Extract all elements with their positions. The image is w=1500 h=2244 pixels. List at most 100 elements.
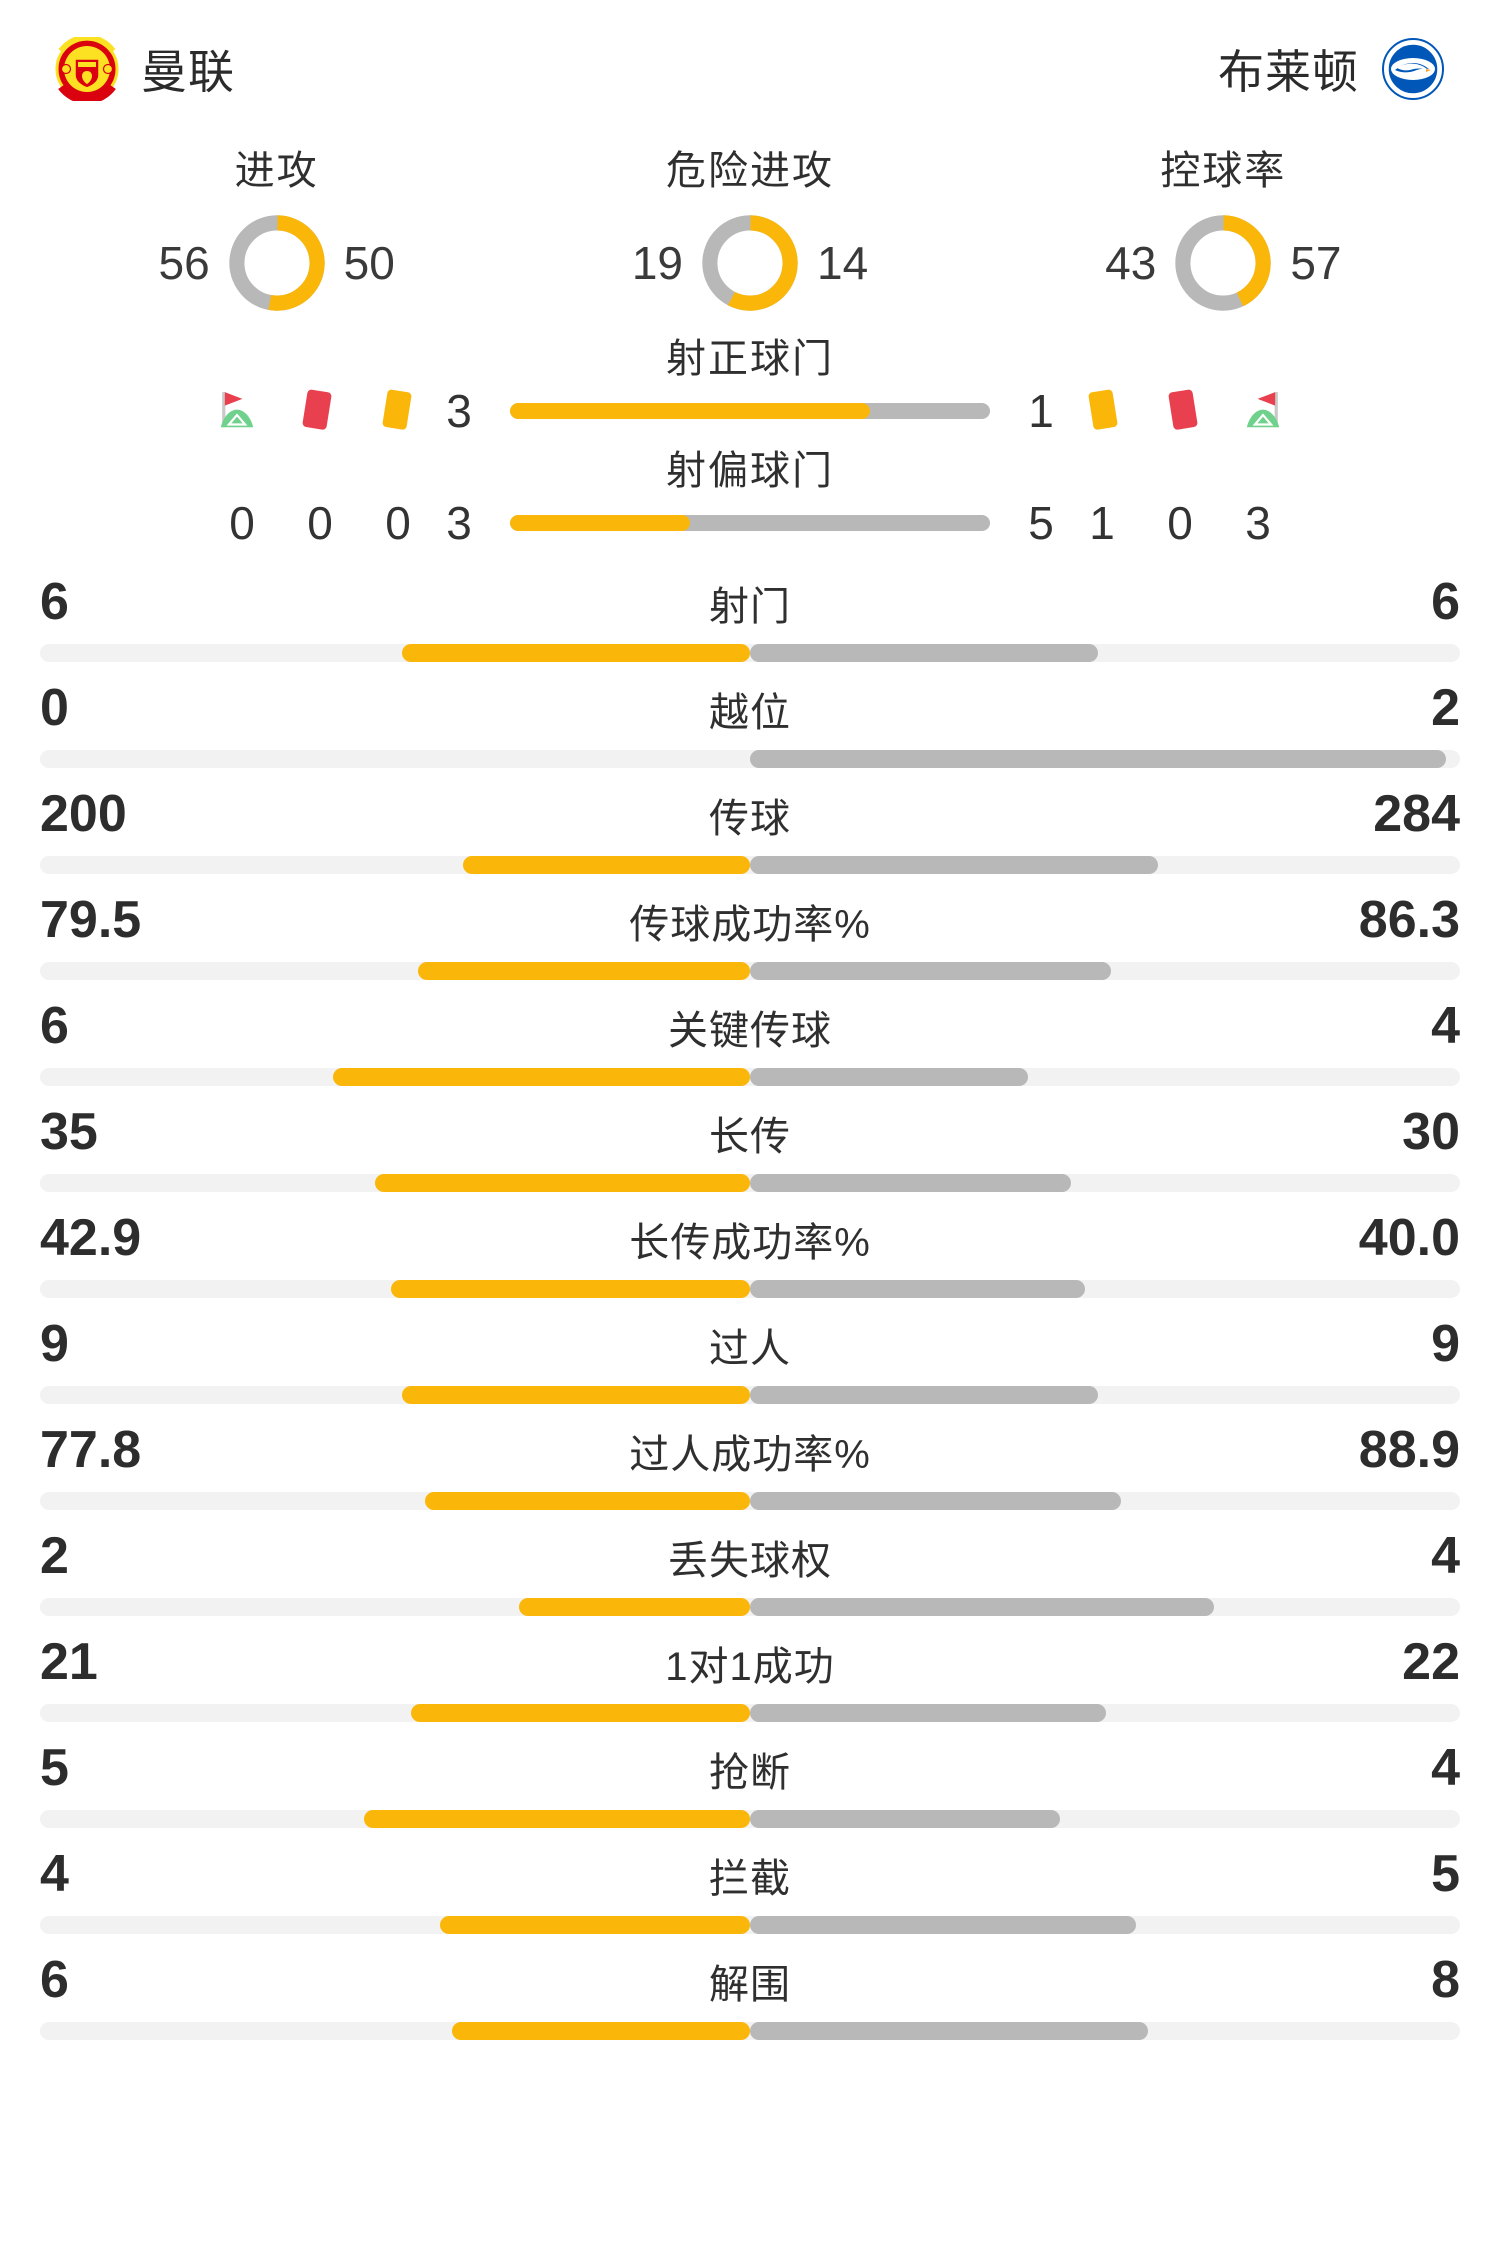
shots-on-target-away: 1 — [1028, 385, 1054, 437]
stat-label: 长传 — [709, 1115, 791, 1159]
stat-label: 射门 — [709, 585, 791, 629]
stat-bar-away-fill — [750, 1280, 1086, 1298]
away-corner-count: 3 — [1245, 497, 1271, 549]
stat-row: 42.9 长传成功率% 40.0 — [40, 1192, 1460, 1298]
stat-bar — [40, 1386, 1460, 1404]
stat-row: 21 1对1成功 22 — [40, 1616, 1460, 1722]
away-discipline-counts: 1 0 3 — [1076, 496, 1284, 550]
stat-row: 6 关键传球 4 — [40, 980, 1460, 1086]
donut-away-value: 14 — [816, 237, 869, 289]
stat-label: 1对1成功 — [665, 1645, 835, 1689]
stat-bar — [40, 750, 1460, 768]
stat-label: 过人成功率% — [629, 1433, 871, 1477]
shots-on-target-home: 3 — [446, 385, 472, 437]
away-team-name: 布莱顿 — [1218, 46, 1359, 98]
donut-home-value: 43 — [1105, 237, 1157, 289]
donut-dangerous-attacks: 危险进攻 19 14 — [540, 138, 960, 316]
stat-home-value: 4 — [40, 1845, 69, 1903]
red-card-icon — [1156, 384, 1210, 438]
stat-bar-home-fill — [463, 856, 750, 874]
stat-list: 6 射门 6 0 越位 2 200 传球 2 — [0, 550, 1500, 2040]
stat-away-value: 2 — [1431, 679, 1460, 737]
corner-flag-icon — [210, 384, 264, 438]
stat-bar — [40, 1916, 1460, 1934]
shots-on-target-row: 3 1 — [40, 384, 1460, 438]
stat-row: 9 过人 9 — [40, 1298, 1460, 1404]
stat-label: 传球 — [709, 797, 791, 841]
stat-bar-away-fill — [750, 1174, 1071, 1192]
donut-attacks: 进攻 56 50 — [67, 138, 487, 316]
stat-bar-home-fill — [417, 962, 750, 980]
stat-home-value: 9 — [40, 1315, 69, 1373]
stat-bar — [40, 1280, 1460, 1298]
stat-bar-home-fill — [402, 644, 750, 662]
stat-home-value: 42.9 — [40, 1209, 142, 1267]
stat-away-value: 284 — [1373, 785, 1460, 843]
donut-label: 进攻 — [234, 149, 319, 193]
stat-bar — [40, 2022, 1460, 2040]
stat-row: 6 射门 6 — [40, 556, 1460, 662]
stat-bar-away-fill — [750, 1386, 1098, 1404]
stat-bar — [40, 1704, 1460, 1722]
donut-home-value: 19 — [631, 237, 683, 289]
stat-bar — [40, 856, 1460, 874]
stat-away-value: 86.3 — [1358, 891, 1460, 949]
stat-away-value: 9 — [1431, 1315, 1460, 1373]
brighton-hove-albion-crest-icon — [1381, 37, 1445, 101]
stat-row: 5 抢断 4 — [40, 1722, 1460, 1828]
stat-bar-away-fill — [750, 1704, 1107, 1722]
stat-away-value: 40.0 — [1358, 1209, 1460, 1267]
stat-bar-away-fill — [750, 2022, 1148, 2040]
stat-bar — [40, 1598, 1460, 1616]
home-discipline-icons — [210, 384, 424, 438]
stat-bar-away-fill — [750, 1068, 1029, 1086]
shots-band: 射正球门 — [0, 316, 1500, 550]
stat-bar — [40, 1492, 1460, 1510]
stat-bar-home-fill — [410, 1704, 750, 1722]
stat-home-value: 0 — [40, 679, 69, 737]
home-team: 曼联 — [55, 34, 235, 104]
stat-away-value: 6 — [1431, 573, 1460, 631]
stat-away-value: 4 — [1431, 1739, 1460, 1797]
stat-bar-away-fill — [750, 750, 1446, 768]
stat-label: 抢断 — [709, 1751, 791, 1795]
stat-home-value: 21 — [40, 1633, 98, 1691]
stat-away-value: 8 — [1431, 1951, 1460, 2009]
shots-off-target-label: 射偏球门 — [666, 449, 834, 493]
stat-bar-away-fill — [750, 1598, 1215, 1616]
donut-summary-row: 进攻 56 50 危险进攻 19 — [0, 118, 1500, 316]
shots-off-target-row: 0 0 0 3 5 1 0 3 — [40, 496, 1460, 550]
stat-away-value: 22 — [1402, 1633, 1460, 1691]
home-discipline-counts: 0 0 0 — [216, 496, 424, 550]
donut-away-value: 57 — [1290, 237, 1342, 289]
stat-label: 传球成功率% — [629, 903, 871, 947]
stat-bar-home-fill — [451, 2022, 750, 2040]
corner-flag-icon — [1236, 384, 1290, 438]
stat-away-value: 4 — [1431, 1527, 1460, 1585]
stat-label: 解围 — [709, 1963, 791, 2007]
stat-row: 6 解围 8 — [40, 1934, 1460, 2040]
stat-home-value: 200 — [40, 785, 127, 843]
manchester-united-crest-icon — [55, 34, 119, 104]
stat-bar — [40, 1810, 1460, 1828]
home-corner-count: 0 — [229, 497, 255, 549]
shots-on-target-bar — [510, 403, 990, 419]
away-yellow-card-count: 1 — [1089, 497, 1115, 549]
stat-bar-home-fill — [390, 1280, 750, 1298]
home-team-name: 曼联 — [141, 46, 235, 98]
stat-row: 35 长传 30 — [40, 1086, 1460, 1192]
donut-chart-icon — [224, 210, 330, 316]
stat-bar-away-fill — [750, 644, 1098, 662]
donut-label: 危险进攻 — [665, 149, 834, 193]
stat-away-value: 30 — [1402, 1103, 1460, 1161]
stat-bar-home-fill — [424, 1492, 750, 1510]
stat-row: 4 拦截 5 — [40, 1828, 1460, 1934]
shots-off-target-bar — [510, 515, 990, 531]
red-card-icon — [290, 384, 344, 438]
stat-bar-home-fill — [402, 1386, 750, 1404]
stat-row: 79.5 传球成功率% 86.3 — [40, 874, 1460, 980]
shots-off-target-home: 3 — [446, 497, 472, 549]
stat-bar-away-fill — [750, 1916, 1137, 1934]
home-red-card-count: 0 — [307, 497, 333, 549]
